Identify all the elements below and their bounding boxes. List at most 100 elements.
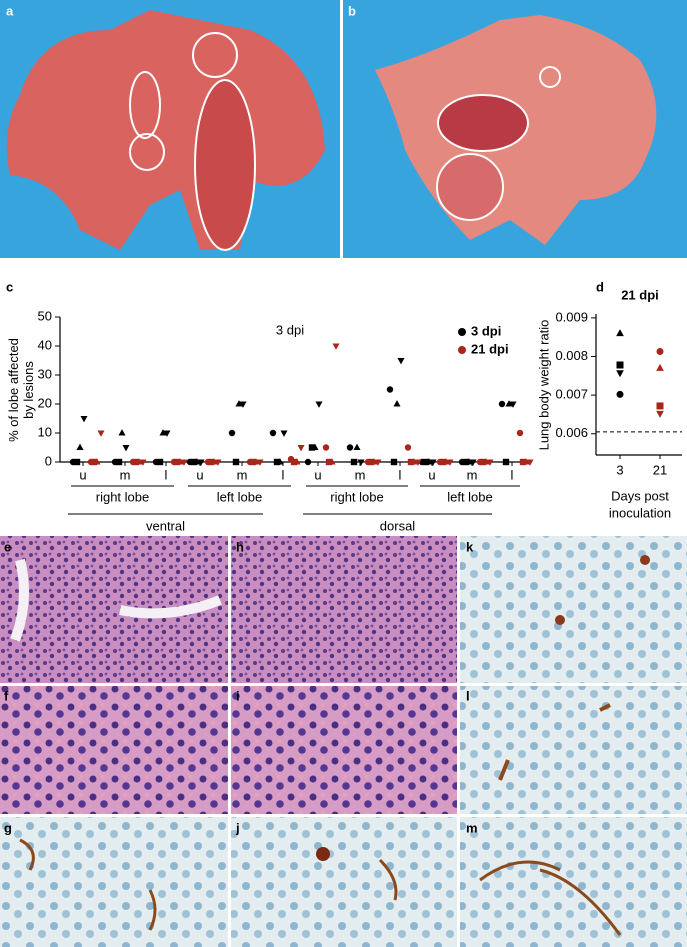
marker [350, 458, 358, 466]
legend-label: 21 dpi [471, 341, 509, 356]
marker [315, 401, 323, 408]
marker [210, 458, 218, 465]
marker [397, 357, 405, 365]
photo-a [0, 0, 340, 258]
marker [479, 458, 487, 466]
marker [249, 458, 257, 466]
marker [214, 459, 222, 466]
marker [76, 443, 84, 451]
marker [311, 443, 319, 451]
marker [322, 444, 330, 451]
marker [276, 458, 284, 465]
marker [235, 400, 243, 407]
marker [482, 458, 490, 465]
marker [425, 458, 433, 465]
panel-label: e [4, 539, 11, 554]
marker [280, 430, 288, 437]
x-tick-label: u [79, 467, 86, 482]
marker [374, 459, 382, 466]
marker [393, 400, 401, 407]
marker [139, 459, 147, 466]
panel-label: h [236, 539, 244, 554]
marker [519, 458, 527, 466]
marker [439, 458, 447, 466]
marker [135, 458, 143, 465]
legend-label: 3 dpi [471, 323, 501, 338]
marker [293, 458, 301, 465]
marker [256, 459, 264, 466]
marker [656, 347, 664, 355]
marker [97, 430, 105, 437]
marker [193, 458, 201, 465]
y-tick-label: 0.009 [555, 309, 588, 324]
marker [176, 458, 184, 465]
lobe-label: right lobe [330, 489, 383, 504]
lobe-label: left lobe [447, 489, 493, 504]
marker [290, 458, 298, 466]
y-label-line: % of lobe affected [6, 338, 21, 442]
x-tick-label: l [165, 467, 168, 482]
marker [180, 459, 188, 466]
x-tick-label: 21 [653, 462, 667, 477]
y-tick-label: 0 [45, 453, 52, 468]
marker [190, 458, 198, 466]
y-tick-label: 0.006 [555, 425, 588, 440]
marker [163, 430, 171, 437]
marker [93, 458, 101, 465]
marker [442, 458, 450, 465]
lobe-label: left lobe [217, 489, 263, 504]
panel-label: i [236, 688, 240, 703]
marker [616, 390, 624, 398]
marker [505, 400, 513, 407]
marker [656, 363, 664, 371]
marker [386, 386, 394, 393]
lobe-label: right lobe [96, 489, 149, 504]
micrographs [0, 536, 687, 947]
marker [173, 458, 181, 466]
x-tick-label: m [467, 467, 478, 482]
marker [422, 458, 430, 466]
marker [656, 410, 664, 418]
panel-label: a [6, 3, 14, 18]
marker [407, 458, 415, 466]
marker [498, 400, 506, 408]
marker [207, 458, 215, 466]
chart-title: 21 dpi [621, 287, 659, 302]
marker [297, 444, 305, 452]
side-label: dorsal [380, 518, 416, 533]
marker [357, 459, 365, 466]
marker [616, 329, 624, 337]
marker [462, 458, 470, 466]
marker [73, 458, 81, 466]
marker [469, 459, 477, 466]
marker [132, 458, 140, 466]
marker [156, 458, 164, 466]
x-tick-label: l [511, 467, 514, 482]
y-axis-label: Lung body weight ratio [536, 320, 551, 451]
panel-label: d [596, 279, 604, 294]
marker [404, 444, 412, 451]
y-tick-label: 50 [38, 308, 52, 323]
marker [616, 361, 624, 369]
marker [465, 458, 473, 465]
y-tick-label: 0.007 [555, 387, 588, 402]
x-tick-label: u [314, 467, 321, 482]
x-axis-label: inoculation [609, 505, 671, 520]
x-tick-label: l [282, 467, 285, 482]
marker [390, 458, 398, 466]
marker [80, 415, 88, 423]
side-label: ventral [146, 518, 185, 533]
marker [526, 459, 534, 466]
x-tick-label: m [237, 467, 248, 482]
marker [509, 401, 517, 408]
marker [522, 458, 530, 465]
marker [414, 459, 422, 466]
marker [516, 429, 524, 437]
marker [273, 458, 281, 466]
y-tick-label: 40 [38, 337, 52, 352]
marker [502, 458, 510, 466]
marker [115, 458, 123, 466]
legend-marker [458, 328, 466, 336]
marker [486, 459, 494, 466]
